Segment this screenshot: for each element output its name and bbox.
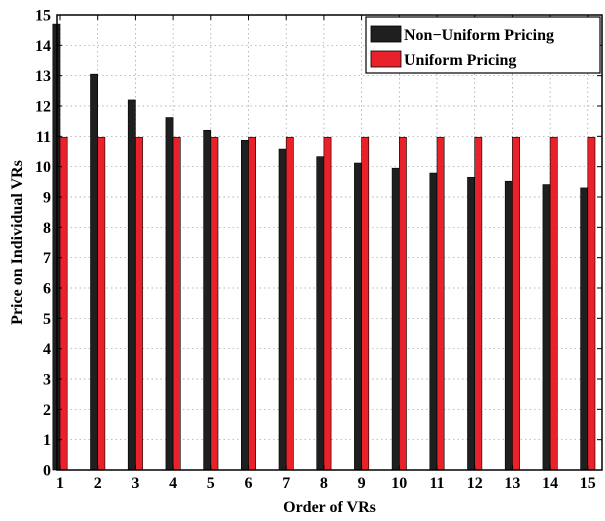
- bar-non-uniform: [316, 156, 325, 471]
- legend-swatch-non-uniform: [370, 25, 402, 43]
- bar-uniform: [135, 136, 143, 471]
- legend-box: [365, 16, 601, 74]
- y-tick-label: 3: [43, 372, 51, 389]
- bar-non-uniform: [90, 73, 98, 471]
- y-tick-label: 5: [43, 311, 51, 328]
- y-tick-label: 10: [35, 159, 51, 176]
- y-tick-label: 2: [43, 402, 51, 419]
- y-tick-label: 1: [43, 432, 51, 449]
- bars: [52, 23, 596, 471]
- x-axis-title: Order of VRs: [283, 499, 376, 516]
- bar-non-uniform: [241, 139, 249, 471]
- bar-non-uniform: [580, 187, 589, 471]
- bar-uniform: [587, 136, 596, 471]
- bar-uniform: [398, 136, 407, 471]
- legend: Non−Uniform Pricing Uniform Pricing: [365, 16, 601, 74]
- x-tick-label: 5: [207, 475, 215, 492]
- bar-uniform: [512, 136, 520, 471]
- bar-non-uniform: [165, 117, 174, 471]
- y-tick-label: 7: [43, 250, 51, 267]
- bar-uniform: [172, 136, 181, 471]
- plot-frame: [56, 14, 603, 471]
- bar-non-uniform: [542, 184, 551, 471]
- bar-non-uniform: [278, 148, 287, 471]
- x-tick-label: 4: [169, 475, 177, 492]
- y-tick-label: 14: [35, 38, 51, 55]
- y-tick-label: 6: [43, 281, 51, 298]
- bar-uniform: [97, 136, 106, 471]
- bar-non-uniform: [467, 176, 475, 471]
- bar-non-uniform: [354, 162, 362, 471]
- x-tick-label: 6: [245, 475, 253, 492]
- x-tick-label: 11: [429, 475, 444, 492]
- y-tick-label: 4: [43, 341, 51, 358]
- bar-uniform: [474, 136, 483, 471]
- y-tick-label: 0: [43, 463, 51, 480]
- bar-non-uniform: [203, 129, 212, 471]
- x-tick-label: 9: [358, 475, 366, 492]
- legend-label-non-uniform: Non−Uniform Pricing: [404, 27, 554, 44]
- bar-uniform: [248, 136, 256, 471]
- y-tick-label: 9: [43, 190, 51, 207]
- legend-label-uniform: Uniform Pricing: [404, 52, 516, 69]
- y-tick-label: 13: [35, 68, 51, 85]
- x-tick-label: 12: [467, 475, 483, 492]
- x-tick-label: 3: [131, 475, 139, 492]
- x-tick-label: 13: [504, 475, 520, 492]
- x-tick-label: 8: [320, 475, 328, 492]
- bar-uniform: [210, 136, 219, 471]
- y-tick-label: 12: [35, 99, 51, 116]
- y-tick-label: 11: [36, 129, 51, 146]
- bar-uniform: [285, 136, 294, 471]
- y-tick-label: 8: [43, 220, 51, 237]
- x-tick-label: 1: [56, 475, 64, 492]
- x-tick-label: 14: [542, 475, 558, 492]
- bar-uniform: [549, 136, 558, 471]
- x-tick-label: 10: [391, 475, 407, 492]
- bar-uniform: [59, 136, 68, 471]
- bar-uniform: [323, 136, 332, 471]
- legend-swatch-uniform: [370, 50, 402, 68]
- x-tick-label: 2: [94, 475, 102, 492]
- bar-uniform: [436, 136, 445, 471]
- bar-non-uniform: [127, 99, 136, 471]
- y-tick-label: 15: [35, 8, 51, 25]
- x-tick-label: 15: [580, 475, 596, 492]
- x-tick-label: 7: [282, 475, 290, 492]
- bar-non-uniform: [391, 167, 400, 471]
- bar-non-uniform: [504, 180, 513, 471]
- bar-uniform: [361, 136, 370, 471]
- bar-non-uniform: [429, 172, 438, 471]
- y-axis-title: Price on Individual VRs: [9, 160, 26, 325]
